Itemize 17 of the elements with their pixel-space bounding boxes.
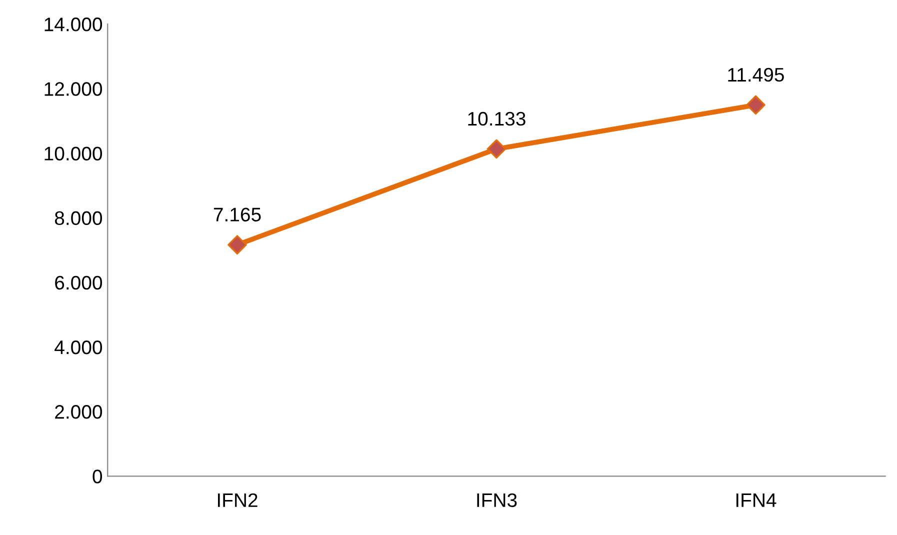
data-label: 10.133: [468, 112, 526, 126]
y-tick-label: 14.000: [44, 18, 102, 32]
x-tick-label: IFN4: [736, 494, 776, 507]
y-tick-label: 6.000: [55, 276, 102, 290]
y-tick-label: 0: [92, 470, 102, 484]
y-tick-label: 10.000: [44, 146, 102, 160]
point: [228, 235, 247, 254]
point: [746, 95, 766, 115]
y-tick-label: 4.000: [54, 340, 102, 354]
y-tick-label: 2.000: [55, 405, 102, 419]
y-tick-label: 12.000: [44, 82, 102, 96]
x-tick-label: IFN3: [477, 493, 517, 508]
x-tick-label: IFN2: [218, 493, 258, 507]
data-label: 11.495: [728, 68, 784, 82]
data-label: 7.165: [214, 208, 261, 222]
y-tick-label: 8.000: [54, 211, 102, 226]
point: [486, 139, 506, 159]
